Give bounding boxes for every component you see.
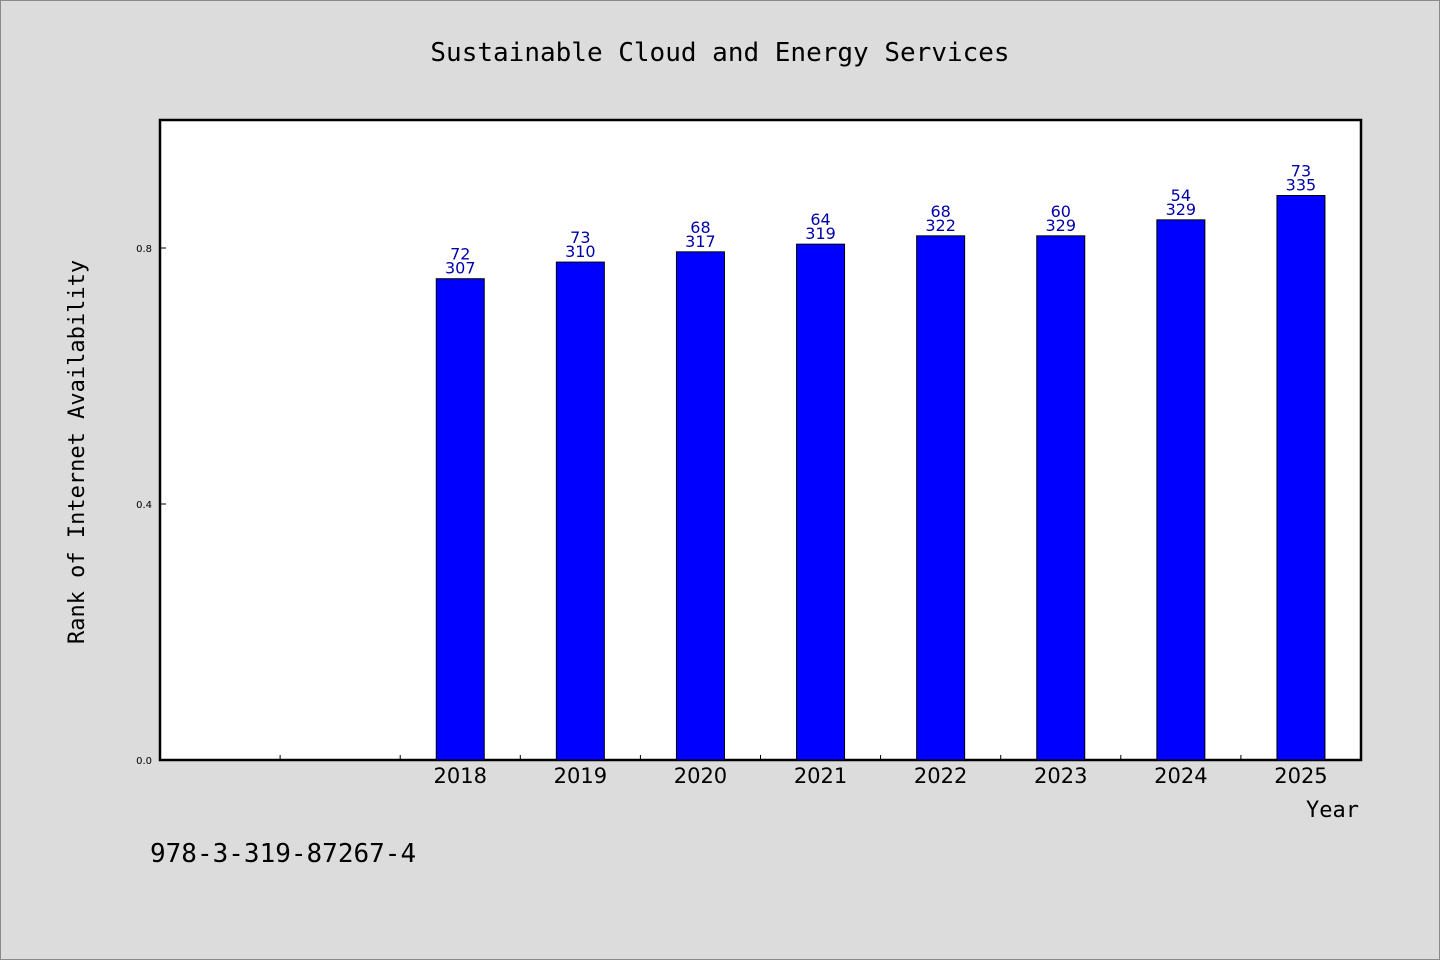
bar-2022 [916,235,966,761]
x-tick-label-2024: 2024 [1154,764,1207,788]
data-label-top-2022: 68 [930,202,950,221]
data-label-bottom-2024: 329 [1166,200,1197,219]
data-label-top-2023: 60 [1051,202,1071,221]
data-label-top-2024: 54 [1171,186,1191,205]
bars-layer [435,195,1326,761]
bar-2020 [675,251,725,761]
chart-title: Sustainable Cloud and Energy Services [430,38,1009,68]
isbn-label: 978-3-319-87267-4 [150,839,416,869]
data-label-bottom-2021: 319 [805,224,836,243]
y-tick-label: 0.0 [136,756,152,767]
data-label-bottom-2019: 310 [565,242,596,261]
bar-2025 [1276,195,1326,761]
data-label-bottom-2022: 322 [925,216,956,235]
x-tick-label-2018: 2018 [434,764,487,788]
y-axis-title: Rank of Internet Availability [65,260,90,644]
x-tick-label-2021: 2021 [794,764,847,788]
x-tick-label-2022: 2022 [914,764,967,788]
data-label-bottom-2023: 329 [1045,216,1076,235]
bar-2018 [435,278,485,761]
y-tick-label: 0.4 [136,500,152,511]
data-label-top-2021: 64 [810,210,830,229]
x-tick-label-2023: 2023 [1034,764,1087,788]
y-tick-label: 0.8 [136,244,152,255]
data-label-bottom-2018: 307 [445,259,476,278]
data-label-top-2018: 72 [450,245,470,264]
x-tick-label-2019: 2019 [554,764,607,788]
bar-2019 [555,261,605,761]
x-tick-label-2025: 2025 [1274,764,1327,788]
data-label-top-2019: 73 [570,228,590,247]
bar-2024 [1156,219,1206,761]
x-axis-title: Year [1306,798,1359,823]
y-axis: 0.0 0.4 0.8 [136,244,166,767]
data-label-top-2025: 73 [1291,162,1311,181]
data-label-bottom-2025: 335 [1286,176,1317,195]
data-label-top-2020: 68 [690,218,710,237]
x-axis: 2018 2019 2020 2021 2022 2023 2024 2025 [279,755,1328,788]
x-tick-label-2020: 2020 [674,764,727,788]
bar-2021 [796,243,846,761]
data-label-bottom-2020: 317 [685,232,716,251]
bar-2023 [1036,235,1086,761]
